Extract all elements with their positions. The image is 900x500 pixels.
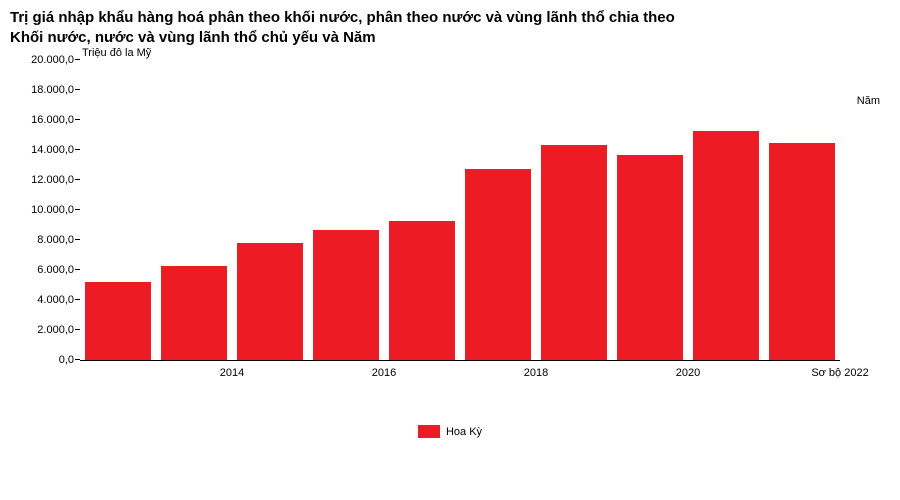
bar-slot (384, 61, 460, 360)
bar (465, 169, 532, 360)
bar-slot (460, 61, 536, 360)
y-tick-label: 4.000,0 (37, 294, 80, 306)
bar (541, 145, 608, 360)
bar-slot (536, 61, 612, 360)
y-tick-mark (75, 329, 80, 330)
y-tick-label: 16.000,0 (31, 114, 80, 126)
legend: Hoa Kỳ (10, 425, 890, 438)
y-tick-label: 12.000,0 (31, 174, 80, 186)
bar-chart: Trị giá nhập khẩu hàng hoá phân theo khố… (0, 0, 900, 500)
y-tick-mark (75, 119, 80, 120)
y-tick-label: 6.000,0 (37, 264, 80, 276)
y-tick-mark (75, 89, 80, 90)
y-tick-mark (75, 209, 80, 210)
y-axis-unit-label: Triệu đô la Mỹ (82, 47, 151, 59)
plot-region: Triệu đô la Mỹ 0,02.000,04.000,06.000,08… (80, 61, 890, 383)
chart-title-line2: Khối nước, nước và vùng lãnh thổ chủ yếu… (10, 29, 376, 46)
chart-title: Trị giá nhập khẩu hàng hoá phân theo khố… (10, 8, 890, 47)
bar-slot (156, 61, 232, 360)
legend-swatch (418, 425, 440, 438)
legend-label: Hoa Kỳ (446, 426, 482, 438)
y-tick-mark (75, 359, 80, 360)
x-tick-label: 2014 (220, 367, 244, 379)
y-tick-mark (75, 299, 80, 300)
y-tick-mark (75, 149, 80, 150)
bar (389, 221, 456, 360)
y-tick-label: 2.000,0 (37, 324, 80, 336)
bars-container (80, 61, 840, 360)
plot-area: 0,02.000,04.000,06.000,08.000,010.000,01… (80, 61, 840, 361)
y-tick-label: 0,0 (59, 354, 80, 366)
bar (769, 143, 836, 360)
bar-slot (308, 61, 384, 360)
bar (237, 243, 304, 360)
bar-slot (764, 61, 840, 360)
y-tick-label: 14.000,0 (31, 144, 80, 156)
bar-slot (612, 61, 688, 360)
bar-slot (232, 61, 308, 360)
y-tick-mark (75, 269, 80, 270)
y-tick-label: 10.000,0 (31, 204, 80, 216)
y-tick-mark (75, 59, 80, 60)
bar (85, 282, 152, 360)
x-tick-label: 2016 (372, 367, 396, 379)
y-tick-label: 8.000,0 (37, 234, 80, 246)
chart-title-line1: Trị giá nhập khẩu hàng hoá phân theo khố… (10, 9, 675, 26)
x-tick-label: 2020 (676, 367, 700, 379)
y-tick-mark (75, 239, 80, 240)
bar-slot (80, 61, 156, 360)
x-tick-label: Sơ bộ 2022 (811, 367, 868, 379)
bar (161, 266, 228, 360)
x-tick-label: 2018 (524, 367, 548, 379)
y-tick-label: 18.000,0 (31, 84, 80, 96)
y-tick-label: 20.000,0 (31, 54, 80, 66)
bar (617, 155, 684, 360)
x-axis-labels: 2014201620182020Sơ bộ 2022 (80, 361, 840, 383)
bar (693, 131, 760, 360)
y-tick-mark (75, 179, 80, 180)
x-axis-title: Năm (857, 95, 880, 107)
bar-slot (688, 61, 764, 360)
bar (313, 230, 380, 360)
